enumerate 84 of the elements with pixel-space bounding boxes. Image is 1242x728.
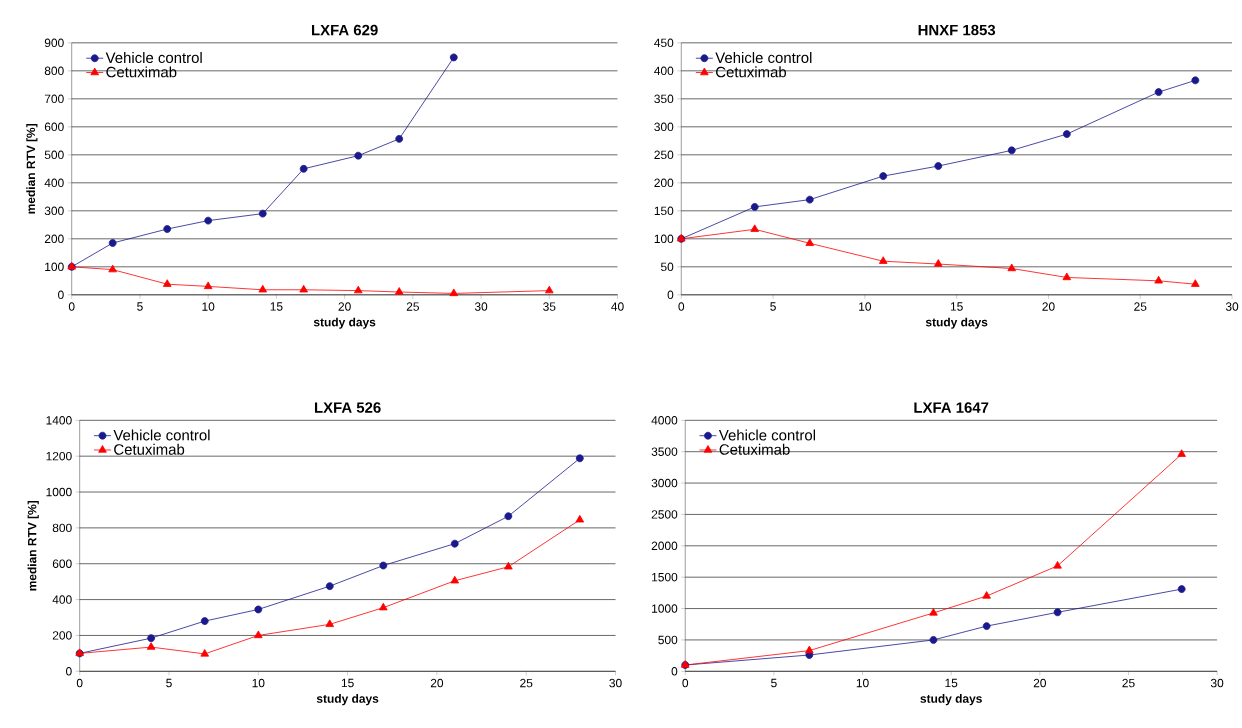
legend-label: Cetuximab [106, 66, 177, 78]
y-tick-label: 1500 [652, 572, 678, 582]
chart-title: LXFA 629 [311, 24, 378, 36]
y-tick-label: 4000 [651, 416, 678, 425]
y-tick-label: 2500 [651, 510, 678, 519]
y-tick-label: 3500 [651, 447, 678, 456]
x-tick-label: 25 [1122, 678, 1135, 688]
legend-label: Cetuximab [114, 443, 185, 455]
legend-label: Vehicle control [105, 52, 202, 63]
y-tick-label: 1000 [652, 604, 678, 613]
y-tick-label: 800 [52, 523, 72, 533]
legend-label: Vehicle control [715, 52, 812, 63]
x-axis-title: study days [920, 694, 982, 706]
y-tick-label: 400 [44, 178, 64, 188]
x-tick-label: 15 [945, 678, 958, 688]
x-axis-title: study days [316, 694, 379, 706]
y-tick-label: 100 [654, 234, 674, 244]
y-tick-label: 900 [44, 38, 64, 48]
legend-label: Cetuximab [719, 443, 790, 455]
x-tick-label: 5 [770, 302, 776, 311]
y-tick-label: 300 [654, 122, 674, 132]
y-tick-label: 2000 [651, 541, 678, 550]
y-tick-label: 300 [44, 206, 64, 216]
y-tick-label: 350 [654, 94, 674, 104]
x-tick-label: 5 [166, 678, 172, 688]
x-tick-label: 30 [609, 678, 622, 688]
x-tick-label: 5 [771, 678, 777, 688]
x-tick-label: 10 [856, 678, 869, 688]
y-tick-label: 1000 [46, 487, 72, 497]
x-tick-label: 5 [137, 302, 143, 311]
x-tick-label: 0 [76, 678, 83, 688]
x-tick-label: 40 [611, 302, 624, 311]
chart-title: HNXF 1853 [918, 24, 996, 36]
x-axis-title: study days [313, 317, 376, 329]
y-tick-label: 500 [44, 150, 64, 160]
y-tick-label: 450 [654, 38, 674, 48]
x-tick-label: 10 [252, 678, 265, 688]
y-tick-label: 250 [654, 150, 674, 160]
chart-title: LXFA 1647 [914, 402, 989, 413]
y-tick-label: 1200 [46, 451, 72, 461]
y-tick-label: 200 [44, 234, 64, 244]
y-tick-label: 600 [52, 559, 72, 568]
y-tick-label: 0 [58, 290, 64, 300]
y-tick-label: 50 [660, 262, 674, 272]
y-tick-label: 0 [671, 667, 678, 676]
x-tick-label: 15 [950, 302, 963, 311]
x-axis-title: study days [925, 317, 988, 329]
x-tick-label: 15 [270, 302, 283, 311]
y-tick-label: 1400 [46, 416, 72, 425]
y-tick-label: 3000 [651, 478, 678, 488]
x-tick-label: 20 [338, 302, 351, 311]
legend-label: Vehicle control [718, 429, 815, 441]
y-tick-label: 800 [44, 66, 64, 76]
legend-label: Cetuximab [716, 66, 787, 78]
y-tick-label: 0 [667, 290, 674, 300]
x-tick-label: 10 [859, 302, 872, 311]
x-tick-label: 35 [543, 302, 556, 311]
y-tick-label: 400 [654, 66, 674, 76]
x-tick-label: 30 [1210, 678, 1224, 688]
y-tick-label: 200 [654, 178, 674, 188]
x-tick-label: 20 [1033, 678, 1047, 688]
x-tick-label: 0 [682, 678, 689, 688]
x-tick-label: 20 [1042, 302, 1055, 311]
y-tick-label: 600 [44, 122, 64, 132]
y-tick-label: 100 [45, 262, 64, 272]
x-tick-label: 25 [520, 678, 533, 688]
y-axis-title: median RTV [%] [26, 123, 38, 214]
y-tick-label: 700 [44, 94, 64, 104]
x-tick-label: 20 [430, 678, 444, 688]
y-tick-label: 400 [52, 595, 72, 604]
x-tick-label: 25 [1134, 302, 1147, 311]
y-tick-label: 0 [66, 667, 72, 676]
x-tick-label: 30 [474, 302, 488, 311]
x-tick-label: 0 [678, 302, 685, 311]
y-tick-label: 150 [654, 206, 674, 216]
y-tick-label: 200 [52, 631, 72, 640]
x-tick-label: 10 [202, 302, 215, 311]
x-tick-label: 30 [1225, 302, 1239, 311]
legend-label: Vehicle control [113, 429, 210, 441]
x-tick-label: 25 [406, 302, 419, 311]
x-tick-label: 15 [341, 678, 354, 688]
y-axis-title: median RTV [%] [27, 500, 39, 591]
chart-title: LXFA 526 [314, 402, 381, 413]
y-tick-label: 500 [658, 635, 678, 645]
